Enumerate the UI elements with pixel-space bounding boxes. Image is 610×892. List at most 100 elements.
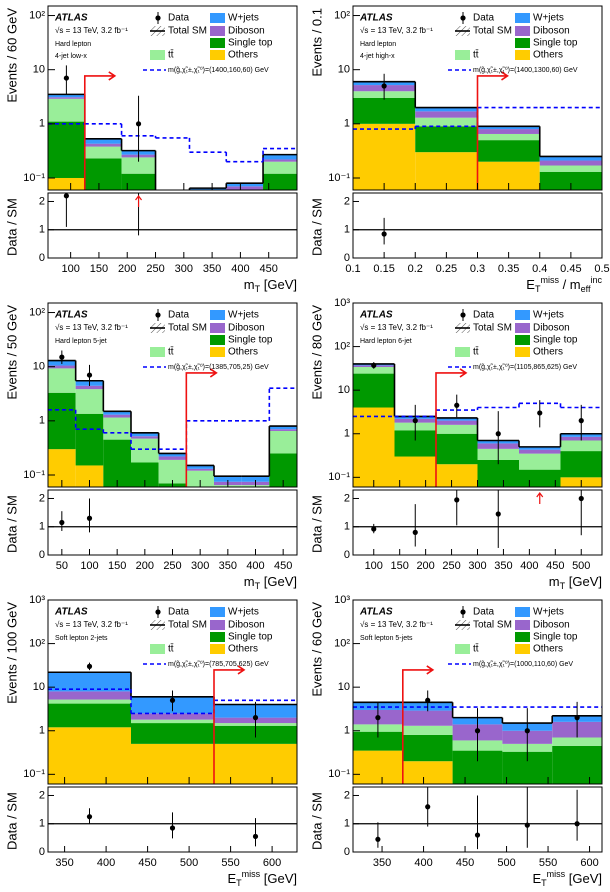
- legend-swatch: [515, 620, 530, 630]
- legend-label: Others: [228, 50, 258, 61]
- stack-bar: [84, 158, 122, 190]
- ratio-content: [353, 217, 602, 245]
- ratio-area: [353, 490, 602, 555]
- y-tick-label: 10: [33, 681, 45, 693]
- legend-label: m(g̃,χ̃₁±,χ̃₁⁰)=(1385,705,25) GeV: [168, 363, 269, 371]
- stack-bar: [103, 414, 131, 418]
- x-tick-label: 400: [246, 560, 264, 572]
- x-tick-label: 550: [539, 857, 557, 869]
- data-point: [59, 354, 65, 360]
- legend-swatch: [210, 50, 225, 60]
- x-tick-label: 350: [373, 857, 391, 869]
- stack-bar: [263, 161, 297, 174]
- y-tick-label: 10: [33, 64, 45, 76]
- stack-bar: [158, 459, 187, 484]
- x-tick-label: 400: [97, 857, 115, 869]
- x-tick-label: 0.4: [532, 263, 547, 275]
- cut-arrow: [476, 71, 509, 190]
- y-tick-label: 10²: [334, 637, 350, 649]
- legend-swatch: [210, 632, 225, 642]
- legend-swatch: [150, 50, 165, 60]
- x-axis-label-part: T: [255, 581, 261, 591]
- stack-bar: [214, 743, 297, 784]
- x-axis-label-part: m: [549, 574, 560, 589]
- y-tick-label: 10⁻¹: [328, 471, 350, 483]
- ratio-y-axis-label: Data / SM: [309, 495, 324, 553]
- legend-swatch: [515, 13, 530, 23]
- x-tick-label: 300: [175, 263, 193, 275]
- plot-content: [48, 65, 297, 190]
- legend-label: Others: [228, 644, 258, 655]
- legend-label: Diboson: [533, 620, 570, 631]
- ratio-point: [252, 833, 259, 840]
- legend-label: Others: [533, 644, 563, 655]
- stack-bar: [186, 468, 214, 471]
- x-tick-label: 450: [260, 263, 278, 275]
- x-tick-label: 250: [442, 560, 460, 572]
- stack-bar: [48, 177, 85, 190]
- annotation: Hard lepton 6-jet: [360, 338, 412, 345]
- ratio-point: [412, 529, 418, 535]
- x-tick-label: 500: [572, 560, 590, 572]
- stack-bar: [48, 365, 76, 369]
- legend-swatch: [210, 13, 225, 23]
- ratio-content: [48, 498, 297, 533]
- experiment-label: ATLAS: [359, 310, 393, 321]
- y-axis-label: Events / 60 GeV: [4, 8, 19, 103]
- x-tick-label: 100: [80, 560, 98, 572]
- legend-label: tt̄: [168, 642, 174, 654]
- legend-swatch: [210, 644, 225, 654]
- legend-label: Diboson: [228, 620, 265, 631]
- stack-bar: [226, 183, 264, 187]
- y-tick-label: 10³: [334, 594, 350, 606]
- y-tick-label: 10³: [29, 594, 45, 606]
- y-axis-label: Events / 80 GeV: [309, 305, 324, 400]
- stack-bar: [539, 160, 602, 166]
- stack-bar: [121, 173, 156, 190]
- data-point: [371, 362, 377, 369]
- stack-bar: [103, 411, 131, 415]
- experiment-label: ATLAS: [54, 310, 88, 321]
- ratio-y-tick-label: 1: [39, 521, 45, 533]
- legend-label: Data: [168, 13, 190, 24]
- stack-bar: [269, 426, 297, 430]
- ratio-content: [48, 193, 297, 236]
- stack-bar: [477, 133, 540, 141]
- stack-bar: [519, 446, 561, 450]
- annotation: 4-jet high-x: [360, 53, 395, 60]
- stack-bar: [353, 407, 395, 487]
- legend-label: Single top: [228, 335, 273, 346]
- legend-swatch: [515, 644, 530, 654]
- legend-swatch: [455, 644, 470, 654]
- x-tick-label: 500: [180, 857, 198, 869]
- stack-bar: [48, 94, 85, 98]
- data-point: [86, 372, 93, 378]
- stack-bar: [158, 456, 187, 460]
- annotation: Soft lepton 2-jets: [55, 635, 108, 642]
- x-axis-label-part: T: [535, 284, 541, 294]
- legend-label: m(g̃,χ̃₁±,χ̃₁⁰)=(1000,110,60) GeV: [473, 660, 573, 668]
- x-tick-label: 0.25: [436, 263, 457, 275]
- legend-label: Total SM: [473, 26, 512, 37]
- data-point: [381, 83, 387, 89]
- x-tick-label: 450: [456, 857, 474, 869]
- ratio-point: [86, 814, 93, 820]
- legend-label: Total SM: [168, 323, 207, 334]
- cut-arrow: [435, 368, 468, 487]
- stack-bar: [75, 385, 104, 390]
- stack-bar: [436, 464, 478, 487]
- legend-label: Diboson: [533, 323, 570, 334]
- annotation: Hard lepton: [360, 41, 396, 48]
- ratio-y-tick-label: 1: [344, 521, 350, 533]
- legend-label: W+jets: [228, 607, 259, 618]
- y-tick-label: 1: [344, 725, 350, 737]
- y-tick-label: 10⁻¹: [23, 768, 45, 780]
- x-axis-label-part: [GeV]: [565, 574, 602, 589]
- legend-label: Single top: [533, 632, 578, 643]
- x-tick-label: 0.15: [373, 263, 394, 275]
- ratio-point: [86, 515, 93, 521]
- legend-swatch: [150, 347, 165, 357]
- stack-bar: [48, 368, 76, 393]
- stack-bar: [48, 121, 85, 178]
